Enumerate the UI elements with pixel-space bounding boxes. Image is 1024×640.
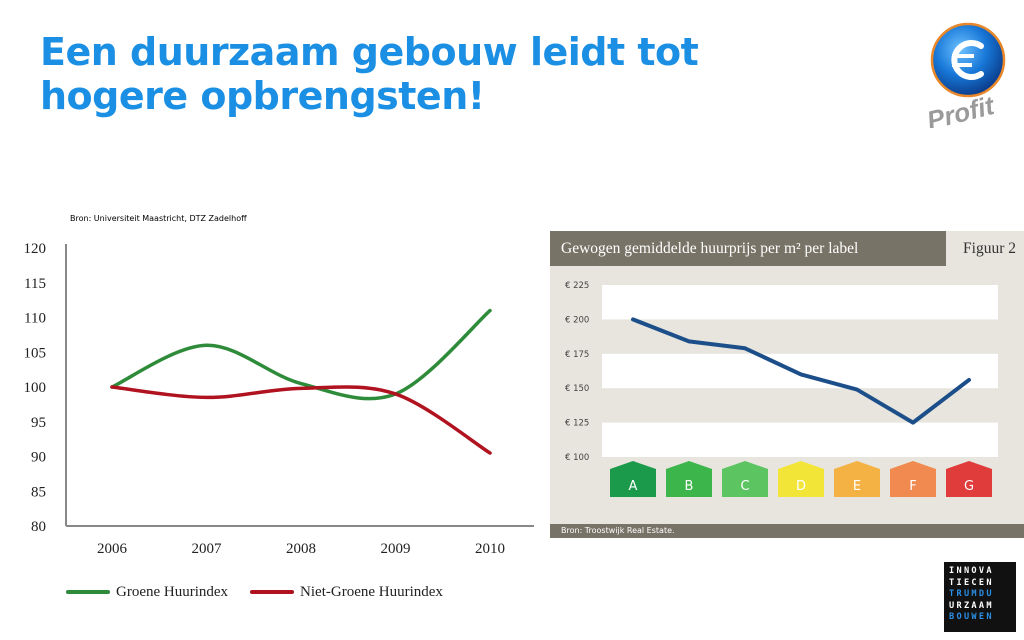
logo-row-5: BOUWEN [949,612,994,622]
y-tick-label: 120 [24,241,47,257]
legend-label-red: Niet-Groene Huurindex [300,583,443,600]
x-tick-label: 2009 [381,541,411,557]
energy-label-a: A [629,479,638,494]
energy-label-c: C [740,479,749,494]
y-tick-label: 115 [24,276,46,292]
figure-source: Bron: Troostwijk Real Estate. [561,526,675,535]
energy-label-b: B [685,479,694,494]
energy-label-g-badge [946,461,992,497]
grid-band [602,353,998,389]
energy-label-e: E [853,479,861,494]
figure-footer: Bron: Troostwijk Real Estate. [550,524,1024,538]
slide-title: Een duurzaam gebouw leidt tot hogere opb… [40,30,699,118]
logo-row-1: INNOVA [949,566,994,576]
euro-profit-logo-icon: Profit [924,22,1006,128]
logo-row-2: TIECEN [949,577,994,588]
energy-label-a-badge [610,461,656,497]
grid-band [602,285,998,320]
y-tick-label: 85 [31,484,46,500]
y-tick-label: € 125 [565,419,589,429]
y-tick-label: 90 [31,450,46,466]
innovatiecentrum-logo: INNOVA TIECEN TRUMDU URZAAM BOUWEN [944,562,1016,632]
y-tick-label: 80 [31,519,46,535]
energy-label-e-badge [834,461,880,497]
grid-band [602,422,998,457]
rent-index-chart: 120 115 110 105 100 95 90 85 80 2006 2007 2008 2009 2… [24,241,534,557]
x-tick-label: 2010 [475,541,505,557]
y-tick-label: 110 [24,311,46,327]
logo-row-4: URZAAM [949,600,994,611]
legend-swatch-red [250,590,295,594]
energy-label-d: D [796,479,806,494]
y-tick-label: 105 [24,345,47,361]
y-tick-label: € 100 [565,453,589,463]
legend-label-green: Groene Huurindex [116,583,229,600]
energy-label-f: F [909,479,916,494]
slide-title-line-1: Een duurzaam gebouw leidt tot [40,30,699,74]
legend-item-green: Groene Huurindex [66,584,228,601]
y-tick-label: € 150 [565,384,589,394]
energy-label-b-badge [666,461,712,497]
logo-row-3: TRUMDU [949,589,994,599]
figure-title: Gewogen gemiddelde huurprijs per m² per … [561,240,859,257]
figure-header: Gewogen gemiddelde huurprijs per m² per … [550,231,946,266]
x-tick-label: 2006 [97,541,128,557]
chart1-source: Bron: Universiteit Maastricht, DTZ Zadel… [70,214,247,223]
y-tick-label: € 225 [565,281,589,291]
y-tick-label: € 175 [565,350,589,360]
energy-label-g: G [964,479,974,494]
energy-label-f-badge [890,461,936,497]
chart1-legend: Groene Huurindex Niet-Groene Huurindex [66,580,465,604]
legend-item-red: Niet-Groene Huurindex [250,584,443,601]
slide-title-line-2: hogere opbrengsten! [40,74,485,118]
series-line-groene [110,308,492,401]
energy-label-c-badge [722,461,768,497]
y-tick-label: 95 [31,415,46,431]
label-rent-figure: € 225 € 200 € 175 € 150 € 125 € 100 A B C D E F G Ge… [550,231,1024,538]
figure-number: Figuur 2 [963,240,1016,257]
y-tick-label: € 200 [565,315,589,325]
label-rent-chart: € 225 € 200 € 175 € 150 € 125 € 100 A B C D E F G [565,281,998,497]
y-tick-label: 100 [24,380,47,396]
x-tick-label: 2007 [192,541,223,557]
legend-swatch-green [66,590,110,594]
series-line-niet-groene [110,385,492,455]
x-tick-label: 2008 [286,541,316,557]
energy-label-d-badge [778,461,824,497]
